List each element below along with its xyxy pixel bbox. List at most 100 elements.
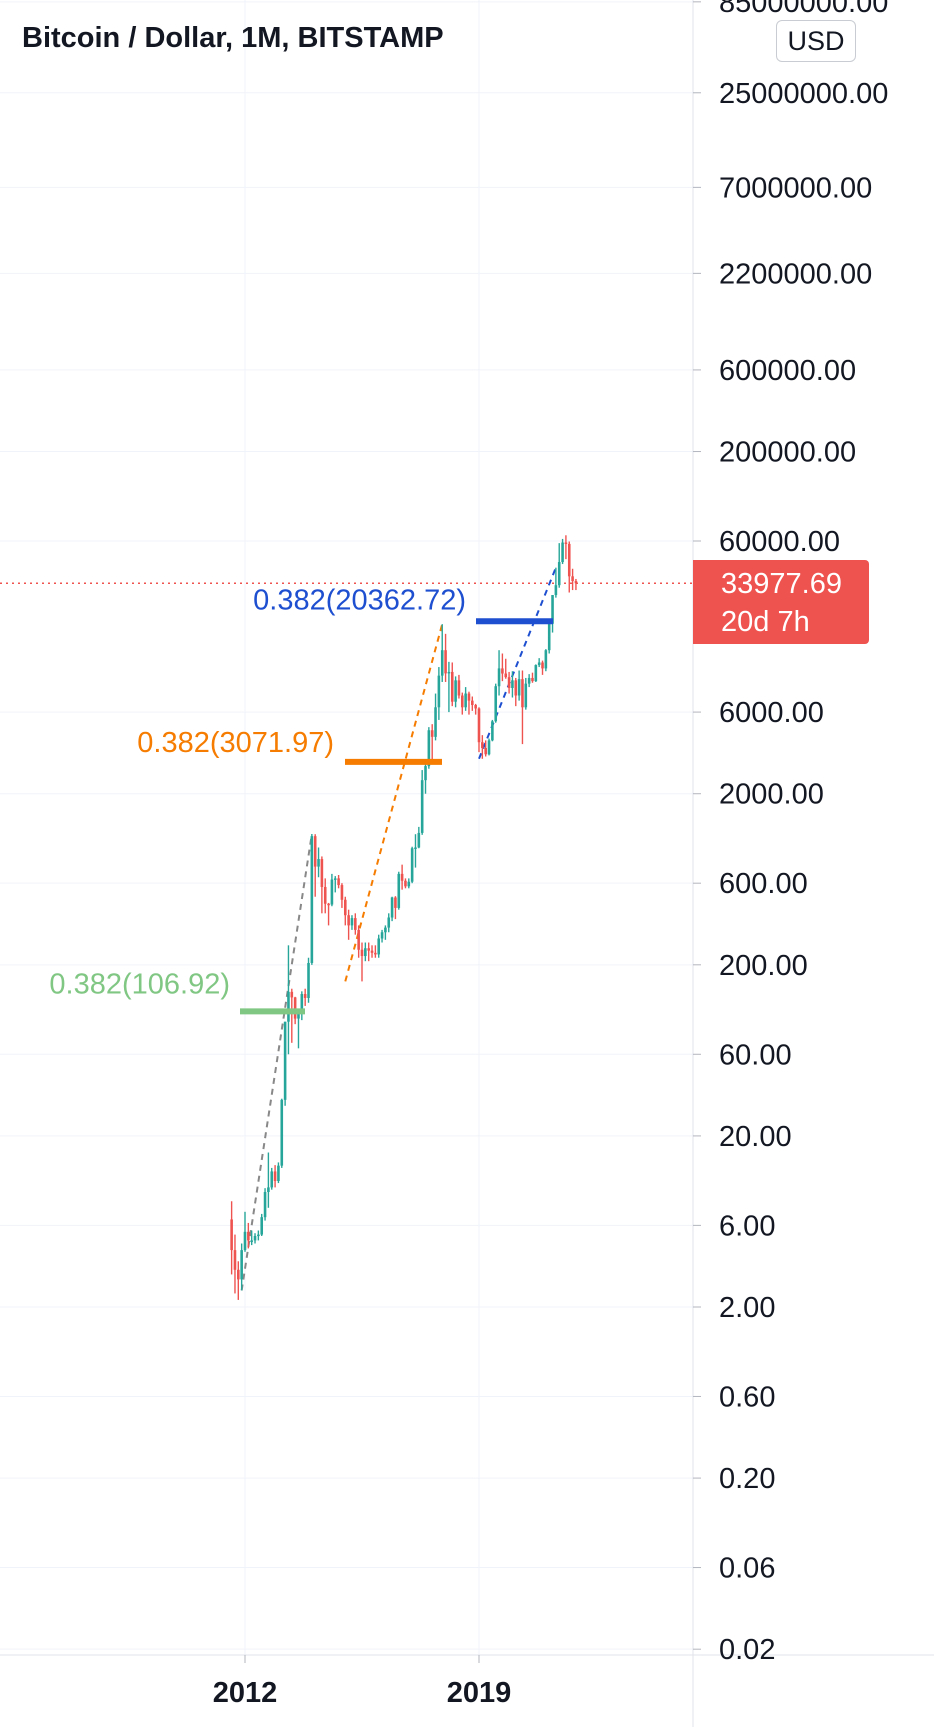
fib-trend-line[interactable]: [344, 623, 444, 982]
candle-body: [230, 1219, 233, 1251]
candle-body: [333, 878, 337, 880]
time-tick-label: 2012: [213, 1677, 278, 1709]
candle-body: [471, 700, 474, 706]
bar-countdown: 20d 7h: [721, 606, 810, 638]
price-tick-label: 85000000.00: [719, 0, 888, 19]
candle-body: [527, 677, 531, 684]
candle-body: [574, 581, 578, 584]
candle-body: [531, 677, 534, 682]
candle-body: [424, 766, 427, 781]
candle-body: [340, 885, 344, 900]
candle-body: [374, 952, 377, 955]
chart-title: Bitcoin / Dollar, 1M, BITSTAMP: [22, 22, 444, 54]
candle-body: [327, 903, 330, 906]
candle-body: [537, 662, 541, 666]
candle-body: [387, 917, 391, 928]
price-tick-label: 2200000.00: [719, 258, 872, 290]
price-tick-label: 0.20: [719, 1463, 775, 1495]
candle-body: [317, 859, 320, 867]
candle-body: [307, 962, 310, 998]
price-tick-label: 7000000.00: [719, 172, 872, 204]
candle-body: [257, 1234, 260, 1237]
currency-button[interactable]: USD: [776, 20, 856, 62]
last-price-value: 33977.69: [721, 568, 842, 600]
candle-body: [434, 707, 437, 737]
candle-body: [497, 668, 501, 687]
candle-body: [343, 899, 347, 916]
candle-body: [414, 847, 417, 849]
candle-body: [233, 1250, 237, 1270]
candle-body: [501, 668, 504, 674]
price-tick-label: 200000.00: [719, 437, 856, 469]
fib-level-label: 0.382(20362.72): [253, 584, 466, 616]
candle-body: [297, 1011, 300, 1019]
candle-body: [400, 873, 404, 881]
candle-body: [377, 938, 381, 955]
fib-trend-line[interactable]: [478, 567, 557, 760]
candle-body: [313, 836, 317, 867]
candle-body: [427, 730, 431, 767]
candle-body: [347, 915, 350, 926]
price-tick-label: 60000.00: [719, 526, 840, 558]
candle-body: [557, 562, 561, 586]
price-tick-label: 20.00: [719, 1121, 792, 1153]
candle-body: [494, 686, 498, 722]
candle-body: [357, 929, 360, 950]
fib-trend-line[interactable]: [240, 833, 313, 1291]
candle-body: [280, 1099, 284, 1166]
candle-body: [410, 848, 414, 882]
candle-body: [467, 693, 471, 701]
time-tick-label: 2019: [447, 1677, 512, 1709]
candle-body: [260, 1217, 264, 1235]
fib-level-label: 0.382(106.92): [49, 968, 230, 1000]
candle-body: [504, 673, 508, 678]
price-tick-label: 6.00: [719, 1210, 775, 1242]
candle-body: [273, 1171, 277, 1182]
candle-body: [564, 542, 568, 545]
candle-body: [243, 1231, 247, 1251]
candle-body: [397, 873, 401, 908]
candle-body: [330, 879, 334, 905]
candle-body: [440, 650, 444, 676]
candle-body: [477, 708, 481, 743]
candle-body: [354, 918, 357, 930]
candle-body: [277, 1165, 280, 1182]
candle-body: [240, 1250, 243, 1280]
candle-body: [464, 693, 467, 708]
candle-body: [481, 742, 484, 749]
candle-body: [394, 897, 397, 908]
candle-body: [247, 1231, 250, 1241]
candle-body: [267, 1187, 270, 1193]
price-tick-label: 0.60: [719, 1381, 775, 1413]
candle-body: [287, 991, 290, 1022]
candle-body: [370, 950, 374, 953]
candle-body: [323, 886, 327, 904]
candle-body: [290, 991, 294, 998]
candle-body: [310, 836, 314, 963]
candle-body: [367, 948, 370, 951]
candle-body: [484, 748, 487, 755]
candle-body: [350, 918, 354, 926]
candle-body: [263, 1192, 267, 1218]
last-price-tag: 33977.69 20d 7h: [693, 560, 869, 644]
candle-body: [303, 994, 307, 998]
price-tick-label: 0.02: [719, 1634, 775, 1666]
candle-body: [561, 542, 564, 563]
candle-body: [507, 677, 511, 688]
price-tick-label: 600000.00: [719, 355, 856, 387]
candle-body: [253, 1236, 257, 1241]
candle-body: [384, 927, 387, 933]
candle-body: [457, 680, 461, 696]
candle-body: [437, 675, 441, 708]
candle-body: [407, 881, 411, 887]
price-tick-label: 200.00: [719, 950, 808, 982]
price-tick-label: 25000000.00: [719, 78, 888, 110]
candle-body: [514, 680, 518, 696]
candle-body: [447, 671, 451, 674]
candle-body: [524, 683, 528, 708]
candle-body: [237, 1269, 240, 1280]
candle-body: [460, 695, 464, 708]
price-tick-label: 2000.00: [719, 779, 824, 811]
candle-body: [283, 1021, 287, 1100]
